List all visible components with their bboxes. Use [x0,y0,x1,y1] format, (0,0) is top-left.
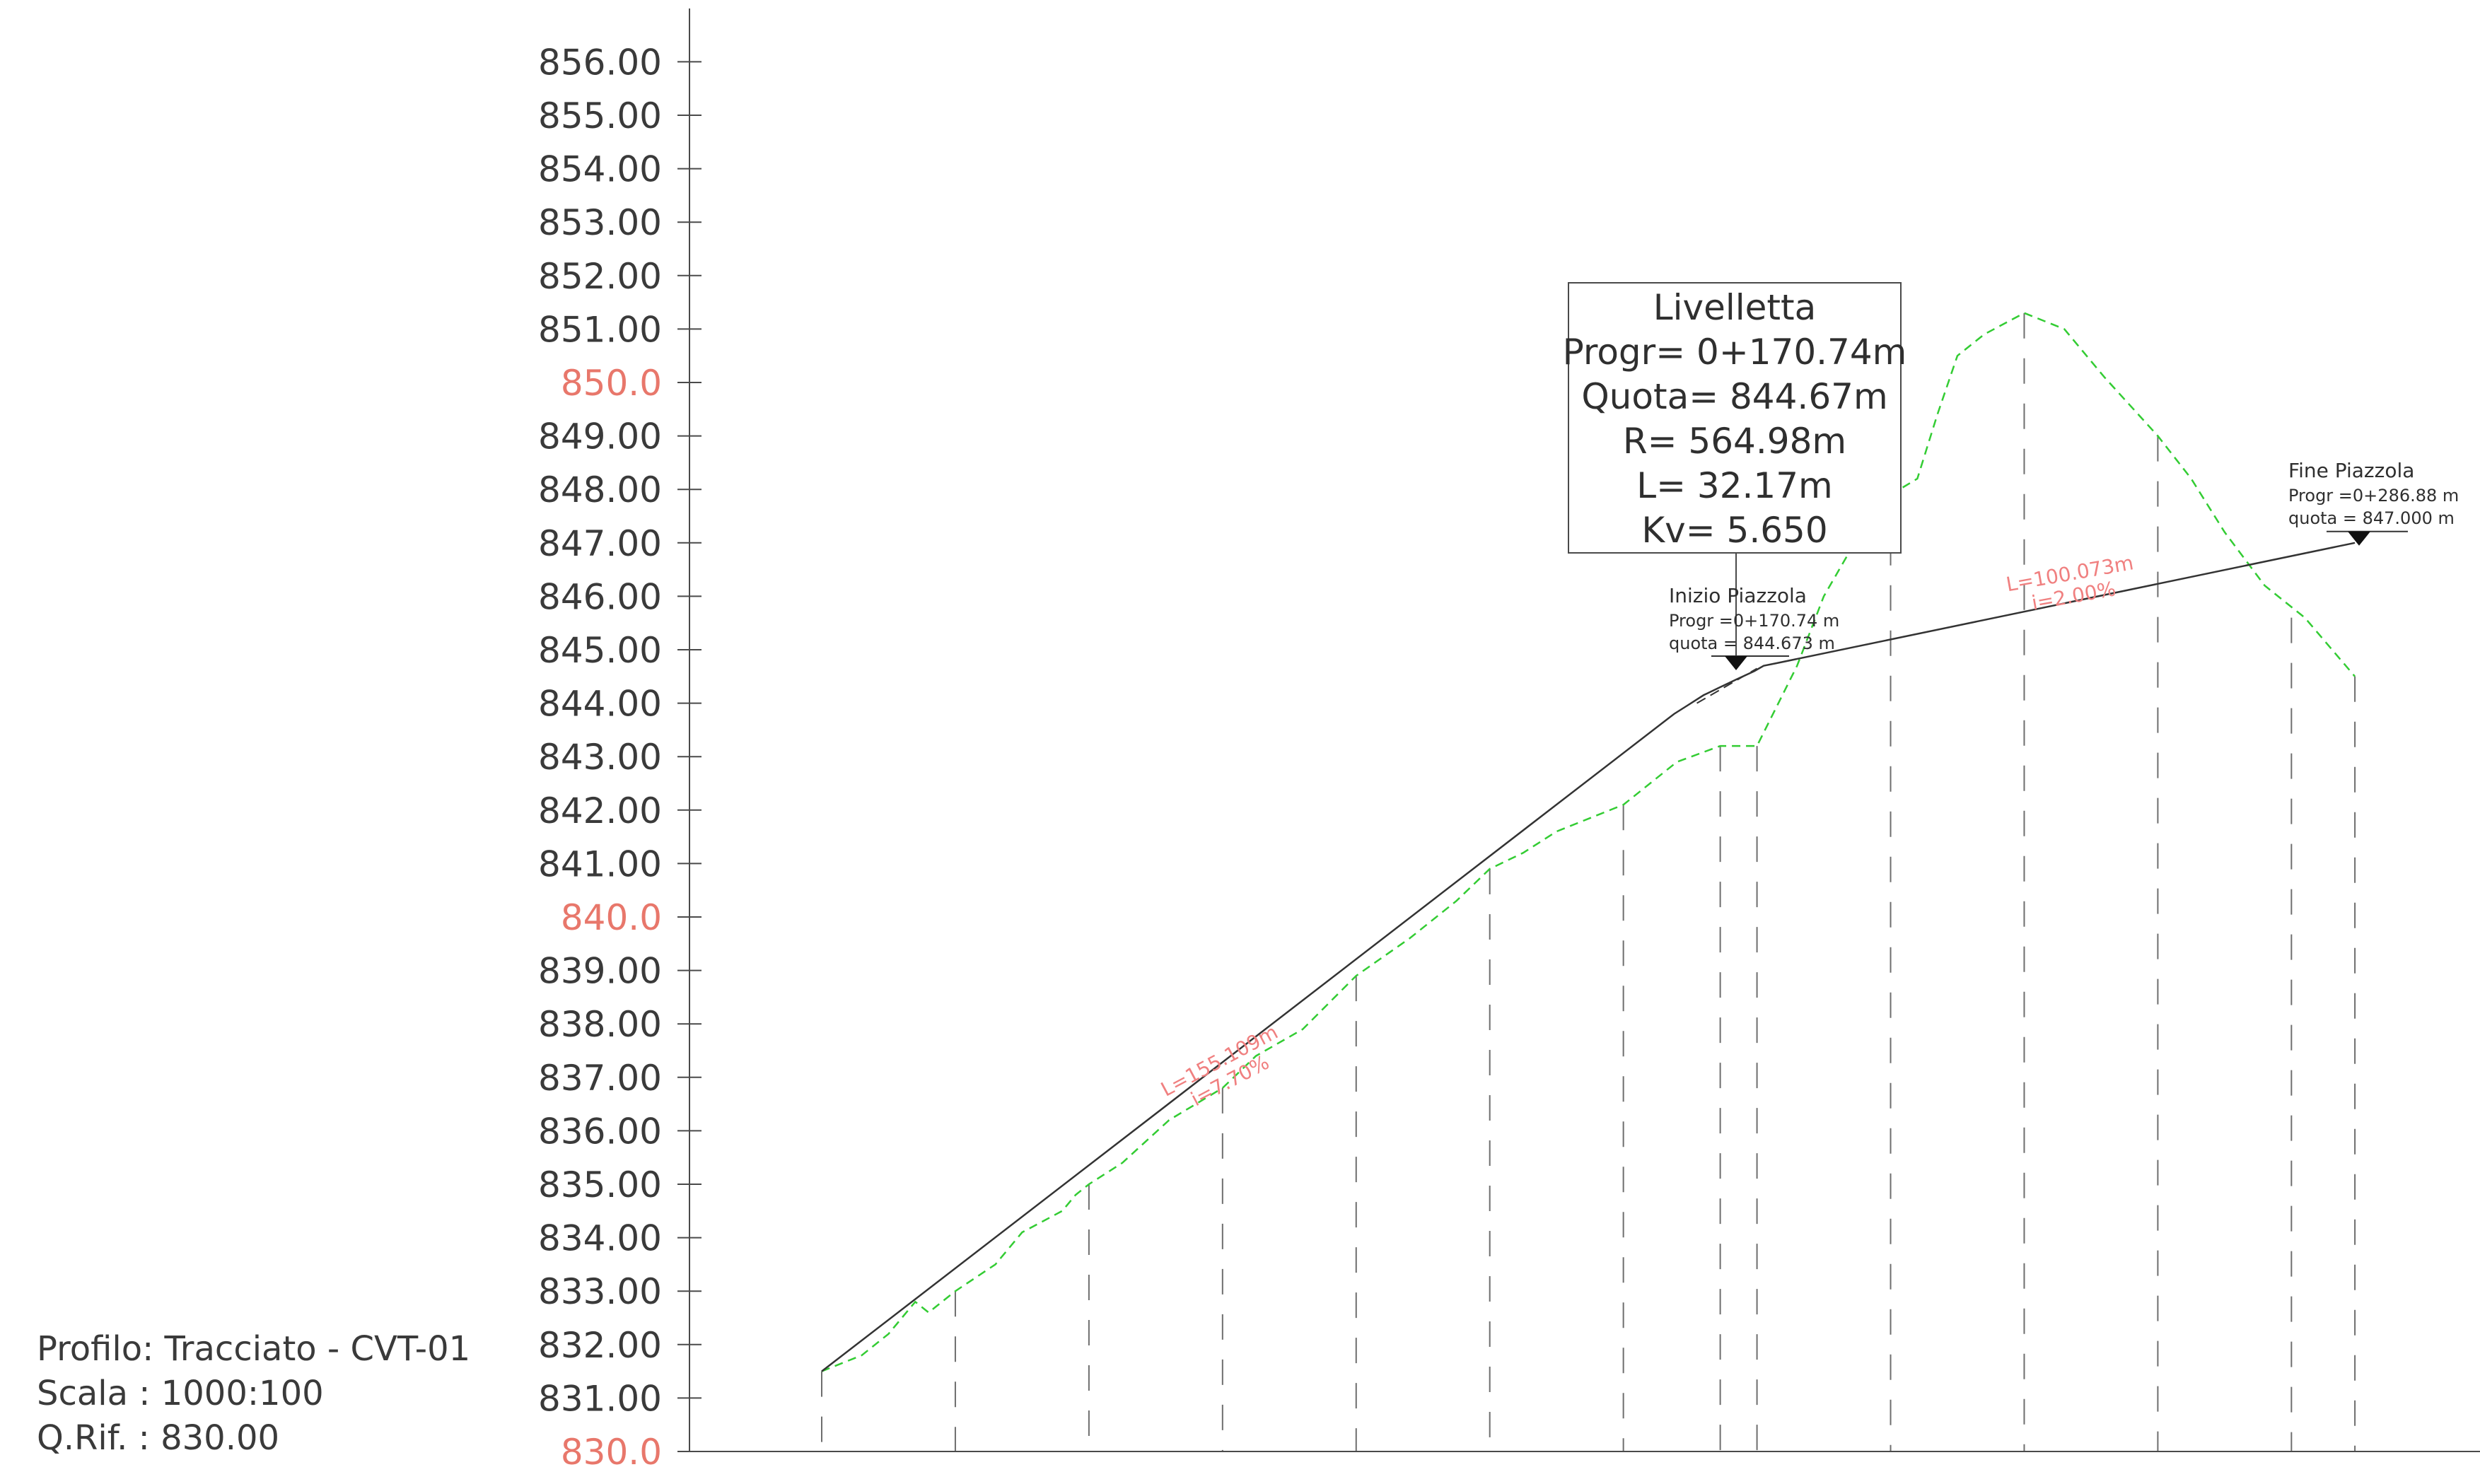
design-profile [821,542,2356,1372]
y-tick-label: 830.0 [561,1432,662,1473]
y-tick-label: 852.00 [538,256,662,297]
box-line: Progr= 0+170.74m [1563,332,1907,373]
y-tick-label: 843.00 [538,737,662,778]
box-line: Kv= 5.650 [1641,510,1827,551]
y-tick-label: 833.00 [538,1271,662,1312]
y-tick-label: 849.00 [538,416,662,457]
marker-progr: Progr =0+286.88 m [2288,486,2459,506]
marker-triangle [1725,655,1747,670]
y-tick-label: 842.00 [538,790,662,831]
design-line [821,542,2356,1372]
y-tick-label: 855.00 [538,95,662,136]
y-tick-label: 846.00 [538,576,662,617]
y-tick-label: 851.00 [538,309,662,350]
y-tick-label: 850.0 [561,363,662,404]
y-tick-label: 835.00 [538,1164,662,1205]
y-tick-label: 848.00 [538,469,662,510]
marker-title: Inizio Piazzola [1669,584,1807,607]
y-tick-label: 853.00 [538,202,662,243]
y-tick-label: 839.00 [538,951,662,992]
marker-progr: Progr =0+170.74 m [1669,611,1839,631]
elevation-axis: 856.00 855.00 854.00 853.00 852.00 851.00 850.… [538,8,2480,1473]
profile-scale: Scala : 1000:100 [37,1374,324,1413]
y-tick-label: 834.00 [538,1218,662,1259]
marker-title: Fine Piazzola [2288,459,2414,482]
tangent-extension [1696,667,1758,704]
y-tick-label: 856.00 [538,42,662,83]
marker-quota: quota = 847.000 m [2288,508,2455,528]
profile-name: Profilo: Tracciato - CVT-01 [37,1329,470,1369]
profile-reference: Q.Rif. : 830.00 [37,1418,279,1458]
station-lines [821,312,2356,1451]
y-tick-label: 841.00 [538,843,662,884]
y-tick-label: 854.00 [538,149,662,190]
y-tick-label: 840.0 [561,897,662,938]
profile-info: Profilo: Tracciato - CVT-01 Scala : 1000… [37,1329,470,1458]
y-tick-label: 831.00 [538,1378,662,1419]
box-frame [1568,282,1902,554]
marker-quota: quota = 844.673 m [1669,633,1835,653]
marker-triangle [2348,531,2370,546]
ground-profile [821,312,2356,1372]
box-title: Livelletta [1653,287,1817,328]
box-line: L= 32.17m [1636,465,1833,506]
y-tick-label: 845.00 [538,630,662,671]
y-tick-label: 836.00 [538,1111,662,1152]
ground-line [821,312,2356,1372]
y-tick-label: 838.00 [538,1004,662,1045]
y-tick-label: 837.00 [538,1058,662,1099]
box-line: Quota= 844.67m [1581,376,1887,417]
y-tick-label: 844.00 [538,684,662,725]
y-tick-label: 847.00 [538,523,662,564]
box-line: R= 564.98m [1623,421,1846,462]
y-tick-label: 832.00 [538,1325,662,1366]
